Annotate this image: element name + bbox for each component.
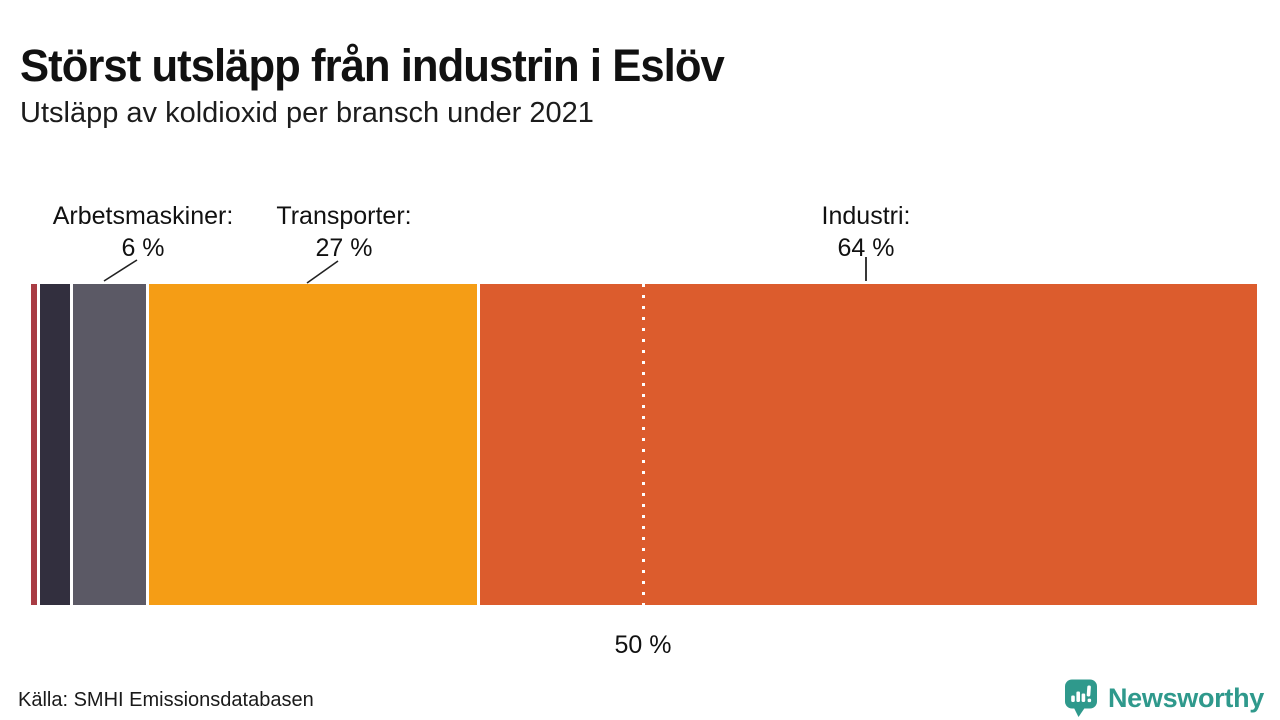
annotation-value: 27 %	[315, 234, 373, 262]
annotation-arbetsmaskiner: Arbetsmaskiner: 6 %	[28, 200, 258, 264]
page-subtitle: Utsläpp av koldioxid per bransch under 2…	[20, 97, 594, 129]
axis-marker-label: 50 %	[614, 631, 672, 659]
bar-segment-arbetsmaskiner	[73, 284, 147, 605]
source-credit: Källa: SMHI Emissionsdatabasen	[18, 689, 314, 711]
bar-segment-transporter	[149, 284, 478, 605]
annotation-label: Arbetsmaskiner:	[52, 202, 234, 230]
leader-line-transporter	[306, 260, 339, 284]
newsworthy-logo-icon	[1064, 679, 1097, 717]
bar-segment-unlabeled	[40, 284, 71, 605]
page-title: Störst utsläpp från industrin i Eslöv	[20, 40, 725, 92]
stacked-bar-chart	[31, 284, 1257, 605]
annotation-label: Transporter:	[276, 202, 412, 230]
brand-lockup: Newsworthy	[1064, 678, 1264, 718]
annotation-industri: Industri: 64 %	[766, 200, 966, 264]
bar-segment-industri	[480, 284, 1257, 605]
bar-segment-unlabeled	[31, 284, 38, 605]
annotation-value: 6 %	[121, 234, 165, 262]
annotation-label: Industri:	[821, 202, 911, 230]
annotation-value: 64 %	[837, 234, 895, 262]
annotation-transporter: Transporter: 27 %	[244, 200, 444, 264]
fifty-percent-marker-line	[642, 284, 645, 605]
brand-name: Newsworthy	[1107, 682, 1264, 713]
